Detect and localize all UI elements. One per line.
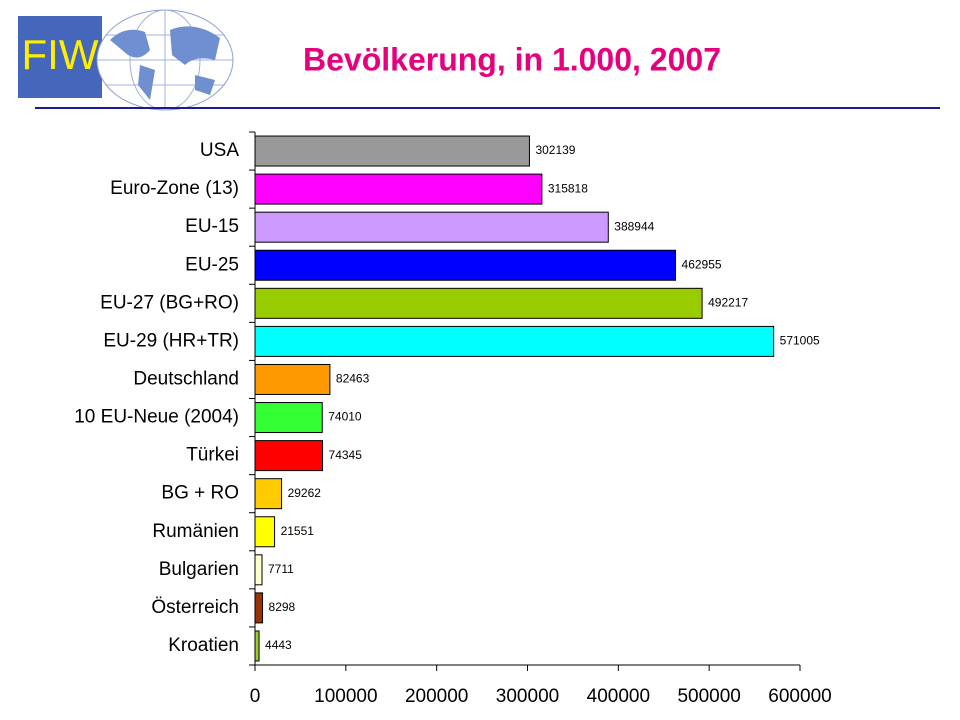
logo-box [18,16,102,98]
value-label: 74010 [328,410,362,424]
value-label: 21551 [281,524,315,538]
y-tick-label: EU-27 (BG+RO) [100,292,239,313]
y-tick-label: Euro-Zone (13) [110,178,239,199]
bar [254,249,677,281]
bar [254,440,324,472]
value-label: 571005 [780,334,820,348]
y-tick-label: BG + RO [161,483,239,504]
value-label: 8298 [269,600,296,614]
bar [254,478,283,510]
value-label: 388944 [614,219,654,233]
bar [254,211,609,243]
value-label: 462955 [682,257,722,271]
chart-title: Bevölkerung, in 1.000, 2007 [303,41,721,77]
y-tick-label: Rumänien [152,521,239,542]
y-tick-label: Türkei [186,445,239,466]
y-tick-label: Bulgarien [159,559,239,580]
x-tick-label: 100000 [314,686,377,707]
value-label: 74345 [329,448,363,462]
x-tick-label: 400000 [587,686,650,707]
x-tick-label: 300000 [496,686,559,707]
x-tick-label: 500000 [677,686,740,707]
y-tick-label: EU-29 (HR+TR) [103,330,239,351]
value-label: 492217 [708,295,748,309]
value-label: 302139 [535,143,575,157]
bar [254,287,703,319]
value-label: 4443 [265,638,292,652]
bar [254,592,264,624]
bar [254,173,543,205]
value-label: 315818 [548,181,588,195]
logo: FIW [18,9,234,111]
y-tick-label: Österreich [151,597,239,618]
y-tick-label: EU-15 [185,216,239,237]
logo-text: FIW [22,31,99,78]
value-label: 7711 [268,562,294,576]
y-tick-label: Kroatien [168,635,239,656]
bar [254,135,530,167]
y-tick-label: USA [200,140,239,161]
bar [254,325,775,357]
y-tick-label: 10 EU-Neue (2004) [74,407,239,428]
y-tick-label: EU-25 [185,254,239,275]
x-tick-label: 0 [250,686,261,707]
x-tick-label: 600000 [768,686,831,707]
value-label: 82463 [336,372,370,386]
logo-continents [110,26,220,100]
bar [254,630,260,662]
bar [254,516,276,548]
value-label: 29262 [288,486,322,500]
bar [254,363,331,395]
y-tick-label: Deutschland [133,368,239,389]
bar [254,554,263,586]
bar [254,402,323,434]
x-tick-label: 200000 [405,686,468,707]
